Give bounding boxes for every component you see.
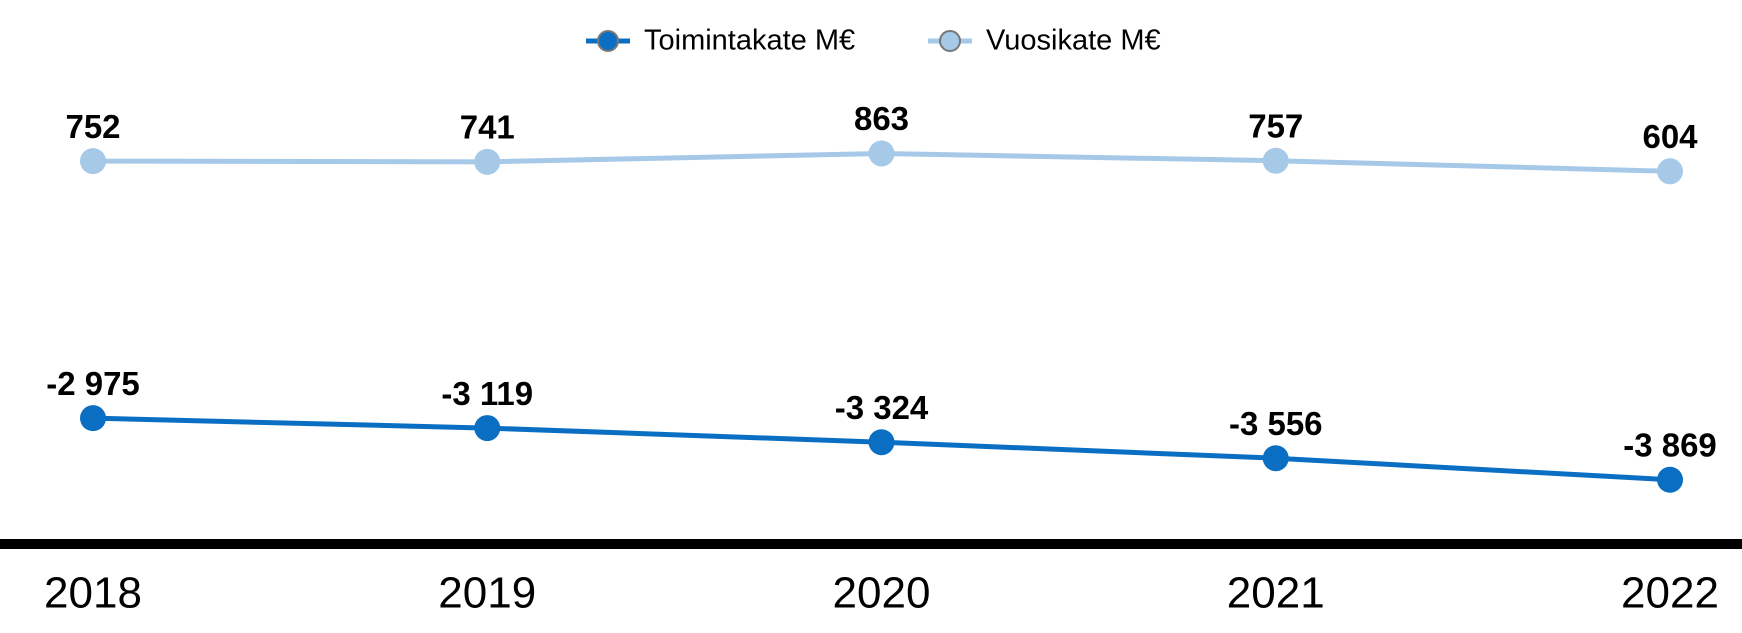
data-point [474, 415, 501, 442]
data-point [868, 140, 895, 167]
x-tick-label: 2019 [438, 569, 536, 618]
data-label: 863 [854, 100, 909, 137]
data-label: 741 [460, 109, 515, 146]
legend-label: Toimintakate M€ [644, 25, 855, 57]
data-label: -3 556 [1229, 405, 1323, 442]
data-point [80, 405, 106, 432]
x-tick-label: 2020 [833, 569, 931, 618]
data-point [1262, 147, 1289, 174]
data-label: 752 [65, 108, 120, 145]
data-point [80, 148, 106, 175]
data-label: -2 975 [46, 365, 140, 402]
legend-marker [939, 30, 961, 52]
legend-label: Vuosikate M€ [986, 25, 1161, 57]
data-label: -3 869 [1623, 427, 1717, 464]
data-point [1657, 158, 1683, 185]
x-axis-line [0, 539, 1742, 549]
data-point [1657, 466, 1683, 493]
data-label: -3 324 [835, 389, 929, 426]
data-label: 604 [1642, 118, 1698, 155]
data-label: 757 [1248, 107, 1303, 144]
data-point [868, 429, 895, 456]
data-point [474, 148, 501, 175]
data-label: -3 119 [441, 375, 533, 412]
x-tick-label: 2018 [44, 569, 142, 618]
legend-marker [597, 30, 619, 52]
data-point [1262, 445, 1289, 472]
x-tick-label: 2021 [1227, 569, 1325, 618]
x-tick-label: 2022 [1621, 569, 1719, 618]
